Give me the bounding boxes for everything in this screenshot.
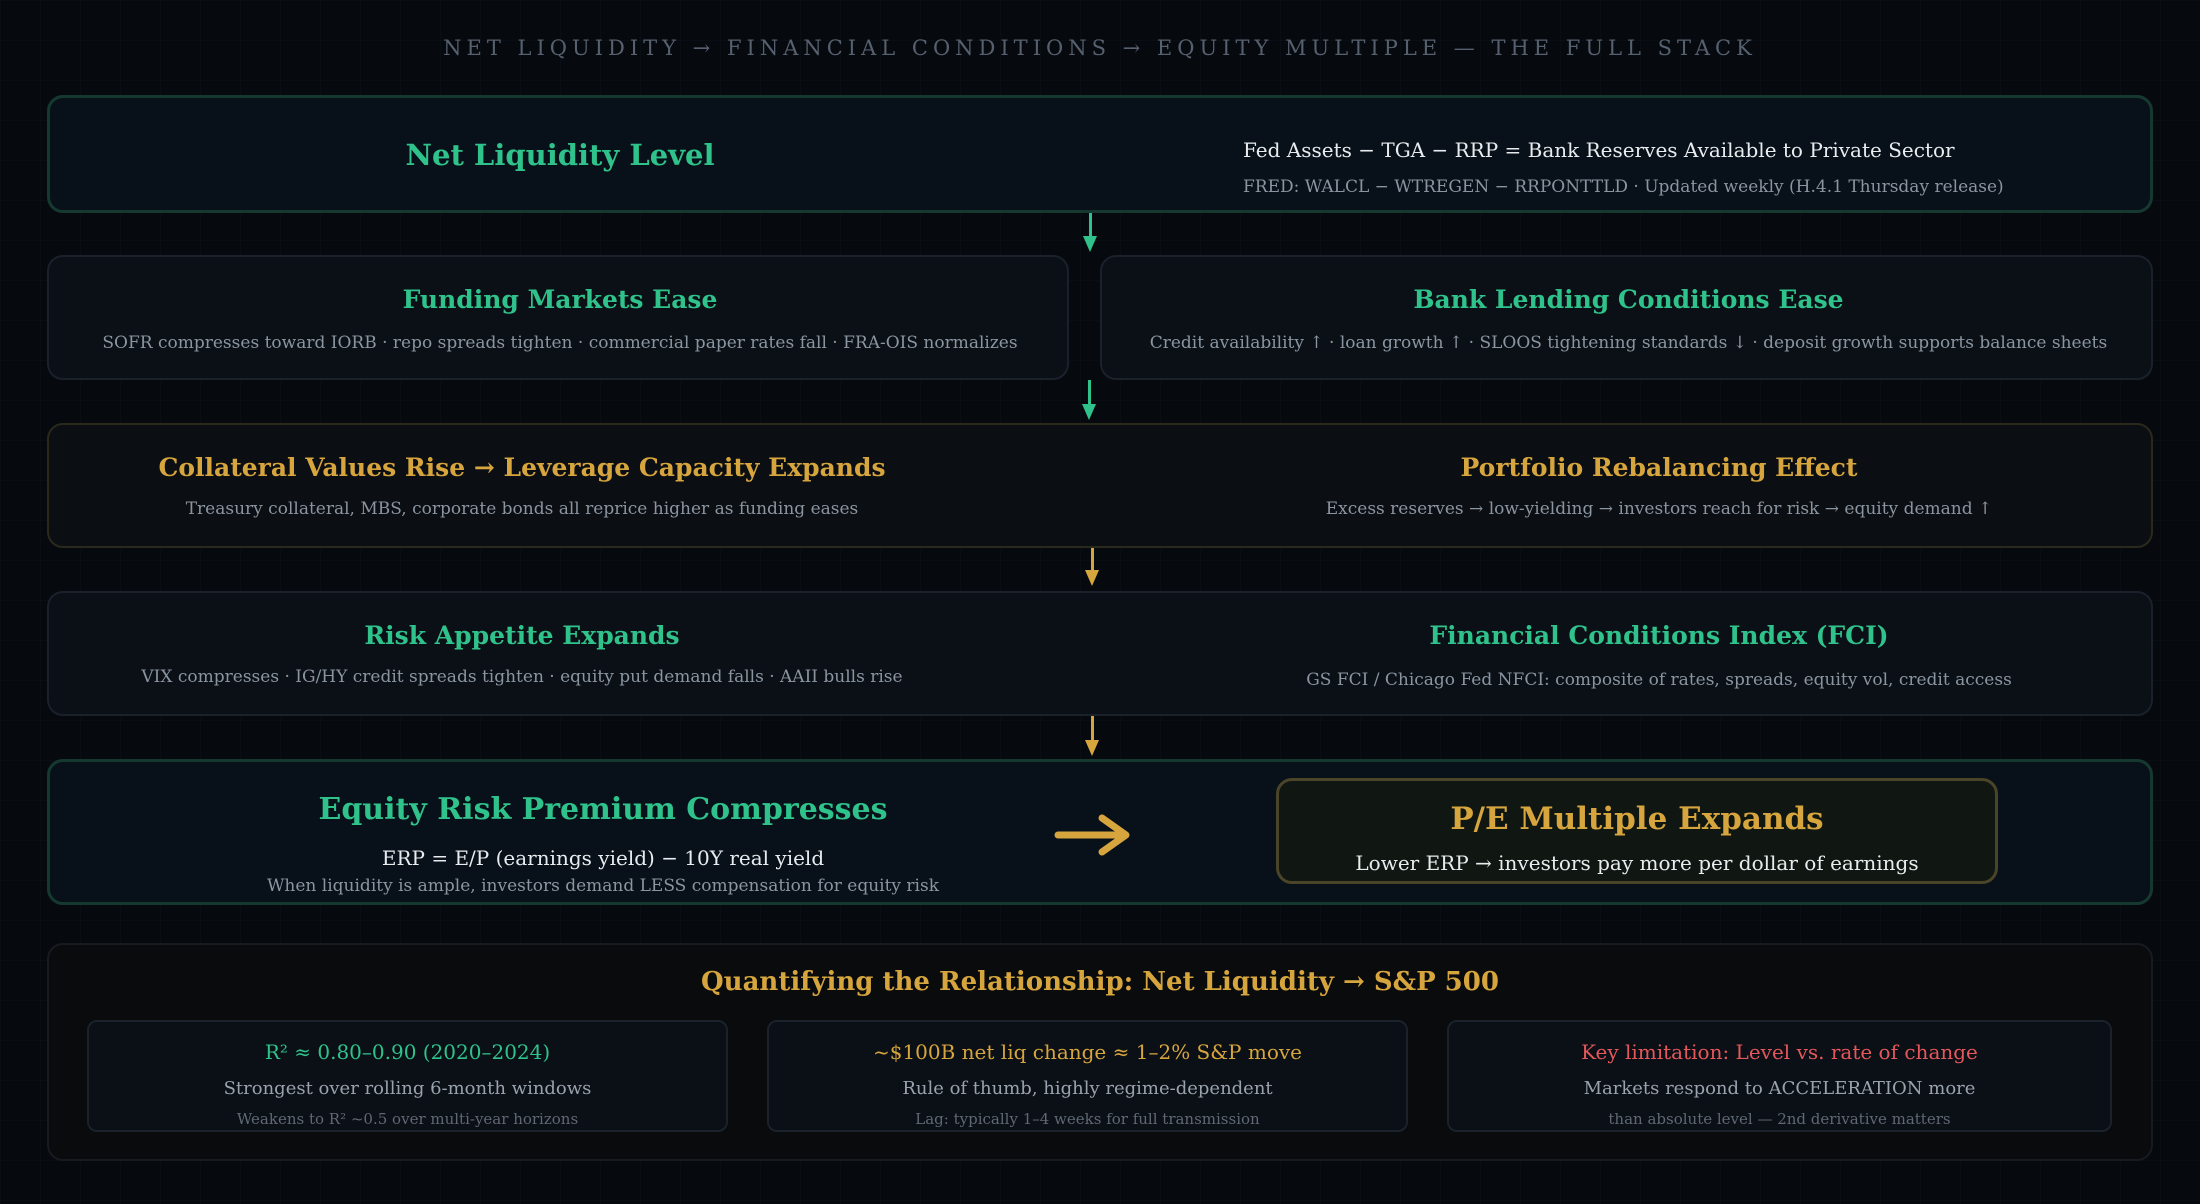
net-liquidity-formula: Fed Assets − TGA − RRP = Bank Reserves A…: [1243, 138, 1955, 162]
flow-arrow-1: [1089, 213, 1092, 239]
stat-card-line3: Lag: typically 1–4 weeks for full transm…: [915, 1110, 1260, 1128]
net-liquidity-heading: Net Liquidity Level: [405, 138, 715, 172]
stat-card-line3: than absolute level — 2nd derivative mat…: [1608, 1110, 1951, 1128]
pe-multiple-box: P/E Multiple Expands Lower ERP → investo…: [1276, 778, 1998, 884]
net-liquidity-source: FRED: WALCL − WTREGEN − RRPONTTLD · Upda…: [1243, 177, 2004, 197]
stat-card-line3: Weakens to R² ~0.5 over multi-year horiz…: [236, 1110, 579, 1128]
stat-card-rule-of-thumb: ~$100B net liq change ≈ 1–2% S&P move Ru…: [767, 1020, 1408, 1132]
stat-card-line2: Markets respond to ACCELERATION more: [1583, 1078, 1976, 1099]
pe-heading: P/E Multiple Expands: [1450, 801, 1824, 837]
bank-lending-detail: Credit availability ↑ · loan growth ↑ · …: [1149, 333, 2108, 353]
risk-fci-box: Risk Appetite Expands VIX compresses · I…: [47, 591, 2153, 716]
flow-arrow-2: [1088, 380, 1091, 408]
collateral-heading: Collateral Values Rise → Leverage Capaci…: [158, 453, 886, 482]
right-arrow-icon: [1054, 814, 1130, 856]
collateral-detail: Treasury collateral, MBS, corporate bond…: [185, 499, 859, 519]
rebalancing-heading: Portfolio Rebalancing Effect: [1460, 453, 1858, 482]
stat-card-headline: ~$100B net liq change ≈ 1–2% S&P move: [872, 1040, 1303, 1064]
stat-card-line2: Rule of thumb, highly regime-dependent: [902, 1078, 1273, 1099]
stat-card-headline: R² ≈ 0.80–0.90 (2020–2024): [264, 1040, 551, 1064]
flow-arrow-3: [1091, 548, 1094, 572]
stat-card-headline: Key limitation: Level vs. rate of change: [1581, 1040, 1978, 1064]
stat-card-line2: Strongest over rolling 6-month windows: [223, 1078, 592, 1099]
erp-pe-box: Equity Risk Premium Compresses ERP = E/P…: [47, 759, 2153, 905]
stat-card-key-limitation: Key limitation: Level vs. rate of change…: [1447, 1020, 2112, 1132]
pe-detail: Lower ERP → investors pay more per dolla…: [1355, 851, 1919, 875]
net-liquidity-box: Net Liquidity Level Fed Assets − TGA − R…: [47, 95, 2153, 213]
risk-appetite-detail: VIX compresses · IG/HY credit spreads ti…: [141, 667, 903, 687]
stat-card-r-squared: R² ≈ 0.80–0.90 (2020–2024) Strongest ove…: [87, 1020, 728, 1132]
risk-appetite-heading: Risk Appetite Expands: [364, 621, 680, 650]
page-title: NET LIQUIDITY → FINANCIAL CONDITIONS → E…: [443, 36, 1757, 60]
quantifying-heading: Quantifying the Relationship: Net Liquid…: [701, 967, 1499, 997]
collateral-rebalancing-box: Collateral Values Rise → Leverage Capaci…: [47, 423, 2153, 548]
funding-markets-box: Funding Markets Ease SOFR compresses tow…: [47, 255, 1069, 380]
flow-arrow-1-head: [1083, 236, 1097, 252]
fci-heading: Financial Conditions Index (FCI): [1429, 621, 1889, 650]
rebalancing-detail: Excess reserves → low-yielding → investo…: [1325, 499, 1993, 519]
flow-arrow-3-head: [1085, 570, 1099, 586]
flow-arrow-4: [1091, 716, 1094, 740]
funding-heading: Funding Markets Ease: [402, 285, 718, 314]
erp-detail: When liquidity is ample, investors deman…: [266, 876, 940, 896]
erp-formula: ERP = E/P (earnings yield) − 10Y real yi…: [381, 846, 825, 870]
funding-detail: SOFR compresses toward IORB · repo sprea…: [102, 333, 1018, 353]
fci-detail: GS FCI / Chicago Fed NFCI: composite of …: [1306, 670, 2012, 690]
flow-arrow-2-head: [1082, 404, 1096, 420]
bank-lending-box: Bank Lending Conditions Ease Credit avai…: [1100, 255, 2153, 380]
bank-lending-heading: Bank Lending Conditions Ease: [1413, 285, 1844, 314]
flow-arrow-4-head: [1085, 740, 1099, 756]
erp-heading: Equity Risk Premium Compresses: [318, 792, 888, 827]
